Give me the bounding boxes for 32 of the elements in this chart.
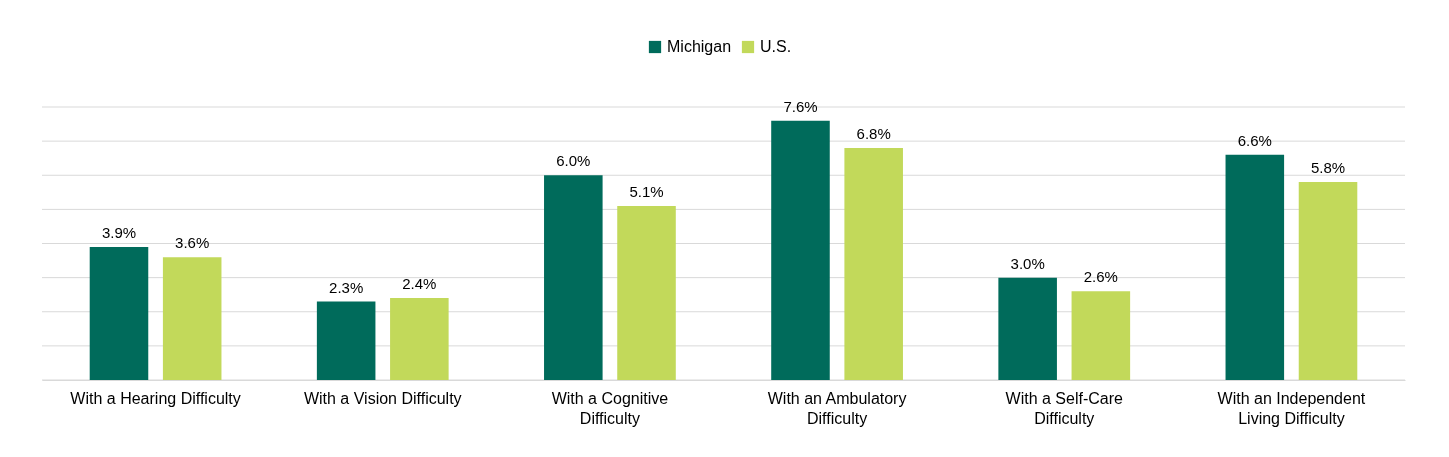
data-label: 6.6% [1237, 131, 1272, 149]
x-tick-label: With an Independent Living Difficulty [1217, 389, 1366, 427]
data-label: 2.4% [402, 275, 437, 293]
bar [390, 298, 449, 380]
bar [89, 246, 149, 380]
bar [771, 120, 830, 380]
data-label: 5.8% [1310, 159, 1346, 177]
data-label: 3.9% [101, 223, 137, 241]
x-tick-label: With a Vision Difficulty [303, 389, 462, 407]
data-label: 6.8% [856, 124, 891, 142]
x-tick-label: With an Ambulatory Difficulty [767, 389, 907, 427]
bar [1298, 182, 1358, 380]
bar [544, 175, 603, 380]
x-tick-label: With a Cognitive Difficulty [551, 389, 669, 427]
bar [998, 277, 1057, 380]
data-label: 3.0% [1010, 254, 1045, 272]
data-label: 2.3% [329, 278, 364, 296]
x-tick-label: With a Self-Care Difficulty [1005, 389, 1124, 427]
bar [844, 147, 903, 380]
bar [162, 257, 222, 380]
legend-label: Michigan [667, 38, 732, 55]
legend-label: U.S. [760, 38, 792, 55]
bar [316, 301, 376, 380]
data-label: 5.1% [629, 182, 664, 200]
bar [1071, 291, 1131, 380]
bar [617, 205, 676, 380]
data-label: 6.0% [556, 152, 591, 170]
bar [1225, 154, 1285, 380]
data-label: 2.6% [1083, 268, 1118, 286]
x-tick-label: With a Hearing Difficulty [70, 389, 241, 407]
data-label: 3.6% [175, 234, 210, 252]
data-label: 7.6% [783, 97, 818, 115]
